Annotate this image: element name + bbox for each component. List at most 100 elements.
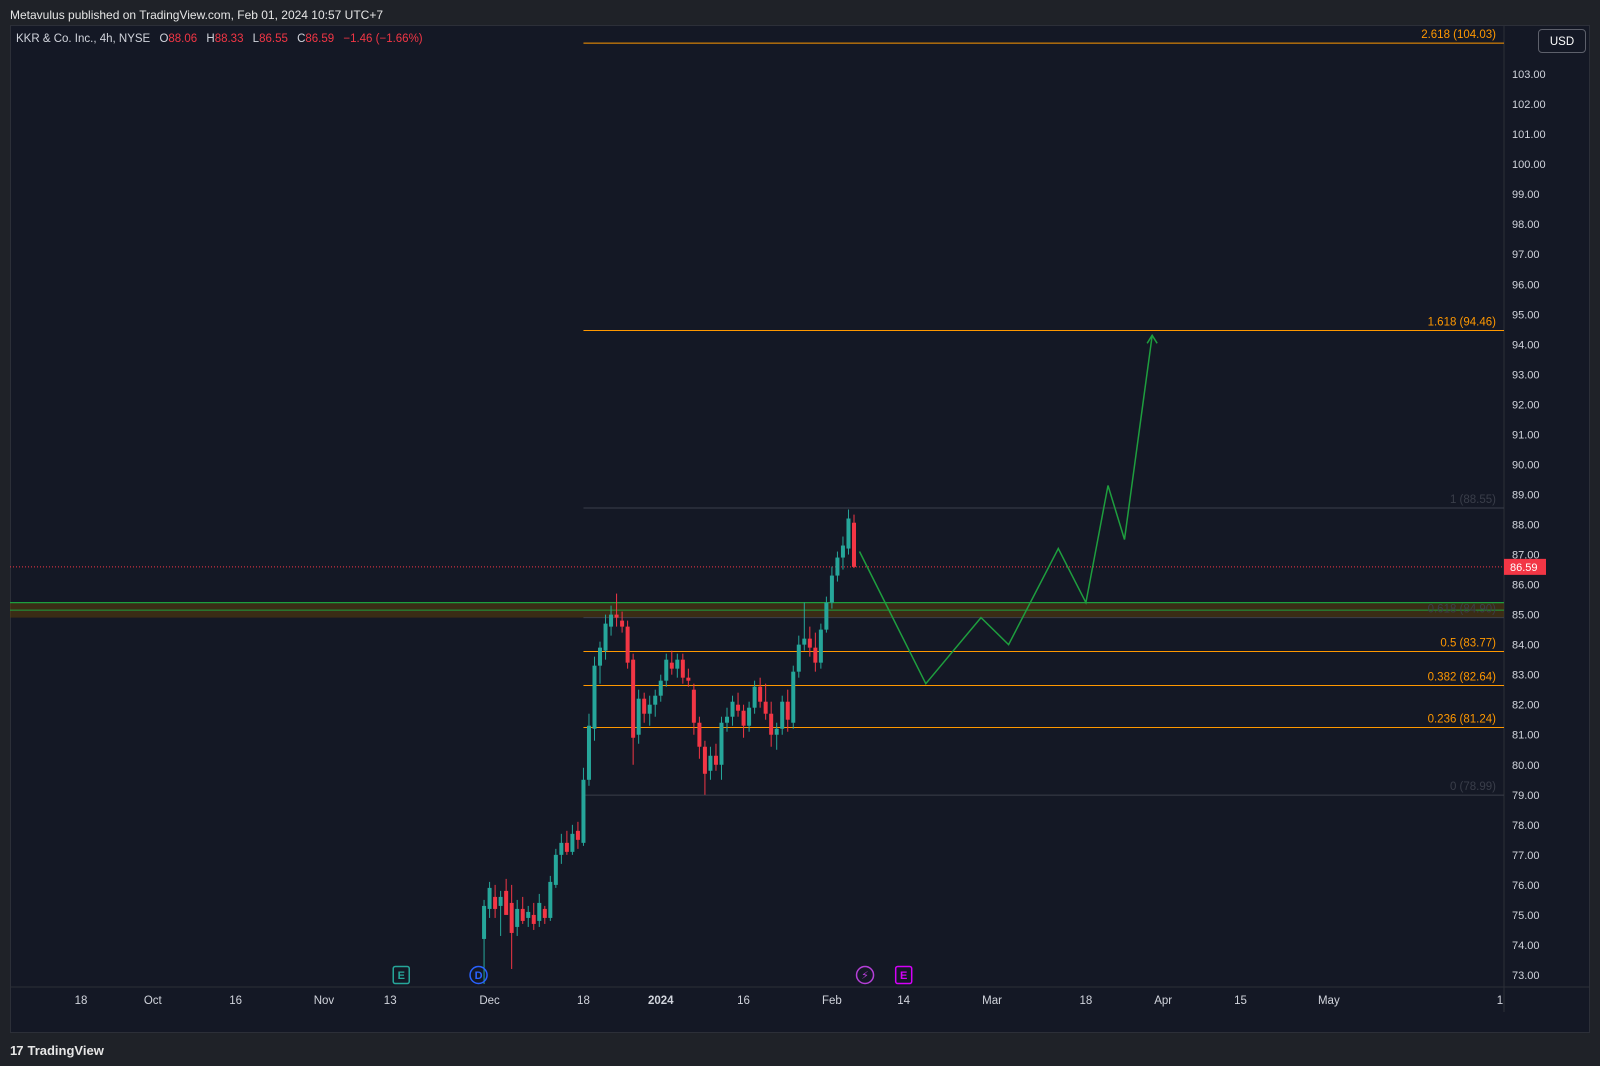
candle-body: [614, 614, 619, 618]
candle-body: [675, 659, 680, 669]
legend-low: 86.55: [259, 33, 288, 45]
y-tick-label: 86.00: [1512, 580, 1540, 592]
y-tick-label: 93.00: [1512, 369, 1540, 381]
candle-body: [835, 557, 840, 576]
candle-body: [702, 746, 707, 774]
legend-low-label: L: [252, 33, 260, 45]
candle-body: [747, 707, 752, 726]
candle-body: [741, 710, 746, 726]
candle-body: [691, 689, 696, 723]
y-tick-label: 78.00: [1512, 820, 1540, 832]
candle-body: [531, 914, 536, 924]
candle-body: [564, 842, 569, 852]
x-tick-label: 1: [1497, 995, 1503, 1007]
y-tick-label: 99.00: [1512, 189, 1540, 201]
legend-close-label: C: [297, 33, 306, 45]
x-tick-label: May: [1318, 995, 1340, 1007]
published-text: Metavulus published on TradingView.com, …: [10, 8, 384, 22]
x-tick-label: Feb: [822, 995, 842, 1007]
candle-body: [542, 908, 547, 918]
candle-body: [509, 902, 514, 933]
candle-body: [515, 908, 520, 927]
y-tick-label: 91.00: [1512, 429, 1540, 441]
candle-body: [586, 725, 591, 780]
candle-body: [686, 677, 691, 681]
projection-path: [858, 335, 1153, 686]
candle-body: [813, 647, 818, 663]
candle-body: [658, 680, 663, 696]
y-tick-label: 103.00: [1512, 69, 1546, 81]
candle-body: [719, 722, 724, 765]
y-tick-label: 75.00: [1512, 910, 1540, 922]
y-tick-label: 80.00: [1512, 760, 1540, 772]
candle-body: [802, 638, 807, 645]
candle-body: [592, 665, 597, 729]
candle-body: [581, 779, 586, 843]
x-tick-label: 18: [75, 995, 88, 1007]
event-marker-box[interactable]: [392, 965, 410, 985]
candle-body: [625, 626, 630, 663]
y-tick-label: 102.00: [1512, 99, 1546, 111]
candle-body: [807, 638, 812, 648]
candle-body: [725, 716, 730, 723]
event-marker-box[interactable]: [894, 965, 913, 985]
published-header: Metavulus published on TradingView.com, …: [10, 8, 383, 22]
symbol-legend: KKR & Co. Inc., 4h, NYSE O88.06 H88.33 L…: [16, 33, 423, 45]
x-tick-label: 2024: [648, 995, 674, 1007]
candle-body: [548, 881, 553, 918]
legend-close: 86.59: [305, 33, 335, 45]
x-tick-label: Apr: [1154, 995, 1172, 1007]
y-tick-label: 77.00: [1512, 850, 1540, 862]
y-tick-label: 85.00: [1512, 610, 1540, 622]
candle-body: [763, 701, 768, 714]
candle-body: [752, 686, 757, 708]
currency-button[interactable]: USD: [1538, 29, 1586, 53]
projection-arrow-head: [1146, 333, 1158, 344]
candle-body: [818, 629, 823, 663]
fib-level-label: 0 (78.99): [1450, 781, 1496, 793]
y-tick-label: 89.00: [1512, 489, 1540, 501]
legend-open-label: O: [159, 33, 169, 45]
candle-body: [824, 602, 829, 630]
fib-level-label: 0.382 (82.64): [1428, 671, 1497, 683]
event-marker-circle[interactable]: [855, 965, 875, 985]
fib-level-label: 1 (88.55): [1450, 494, 1496, 506]
footer-brand-text: TradingView: [27, 1043, 104, 1058]
y-tick-label: 92.00: [1512, 399, 1540, 411]
candle-body: [758, 686, 763, 702]
y-tick-label: 101.00: [1512, 129, 1546, 141]
y-tick-label: 88.00: [1512, 520, 1540, 532]
y-tick-label: 87.00: [1512, 550, 1540, 562]
candle-body: [669, 662, 674, 669]
fib-level-label: 0.5 (83.77): [1440, 638, 1496, 650]
candle-body: [620, 620, 625, 627]
fib-level-label: 0.618 (84.90): [1428, 604, 1497, 616]
candle-body: [785, 701, 790, 720]
candle-body: [575, 830, 580, 840]
candle-body: [498, 896, 503, 906]
footer-brand: 17 TradingView: [10, 1043, 104, 1058]
y-tick-label: 79.00: [1512, 790, 1540, 802]
y-tick-label: 83.00: [1512, 670, 1540, 682]
candle-body: [636, 698, 641, 735]
candle-body: [829, 575, 834, 603]
candle-body: [846, 518, 851, 549]
y-tick-label: 73.00: [1512, 970, 1540, 982]
fib-level-label: 1.618 (94.46): [1428, 317, 1497, 329]
candle-body: [769, 713, 774, 735]
candle-body: [603, 623, 608, 651]
y-tick-label: 76.00: [1512, 880, 1540, 892]
candle-body: [647, 704, 652, 714]
y-tick-label: 81.00: [1512, 730, 1540, 742]
chart-panel[interactable]: [10, 25, 1590, 1033]
y-tick-label: 82.00: [1512, 700, 1540, 712]
candle-body: [553, 854, 558, 885]
x-tick-label: 16: [737, 995, 750, 1007]
legend-open: 88.06: [168, 33, 198, 45]
event-marker-glyph: D: [475, 970, 483, 982]
event-marker-circle[interactable]: [469, 965, 488, 985]
y-tick-label: 95.00: [1512, 309, 1540, 321]
y-tick-label: 90.00: [1512, 459, 1540, 471]
candle-body: [664, 659, 669, 681]
